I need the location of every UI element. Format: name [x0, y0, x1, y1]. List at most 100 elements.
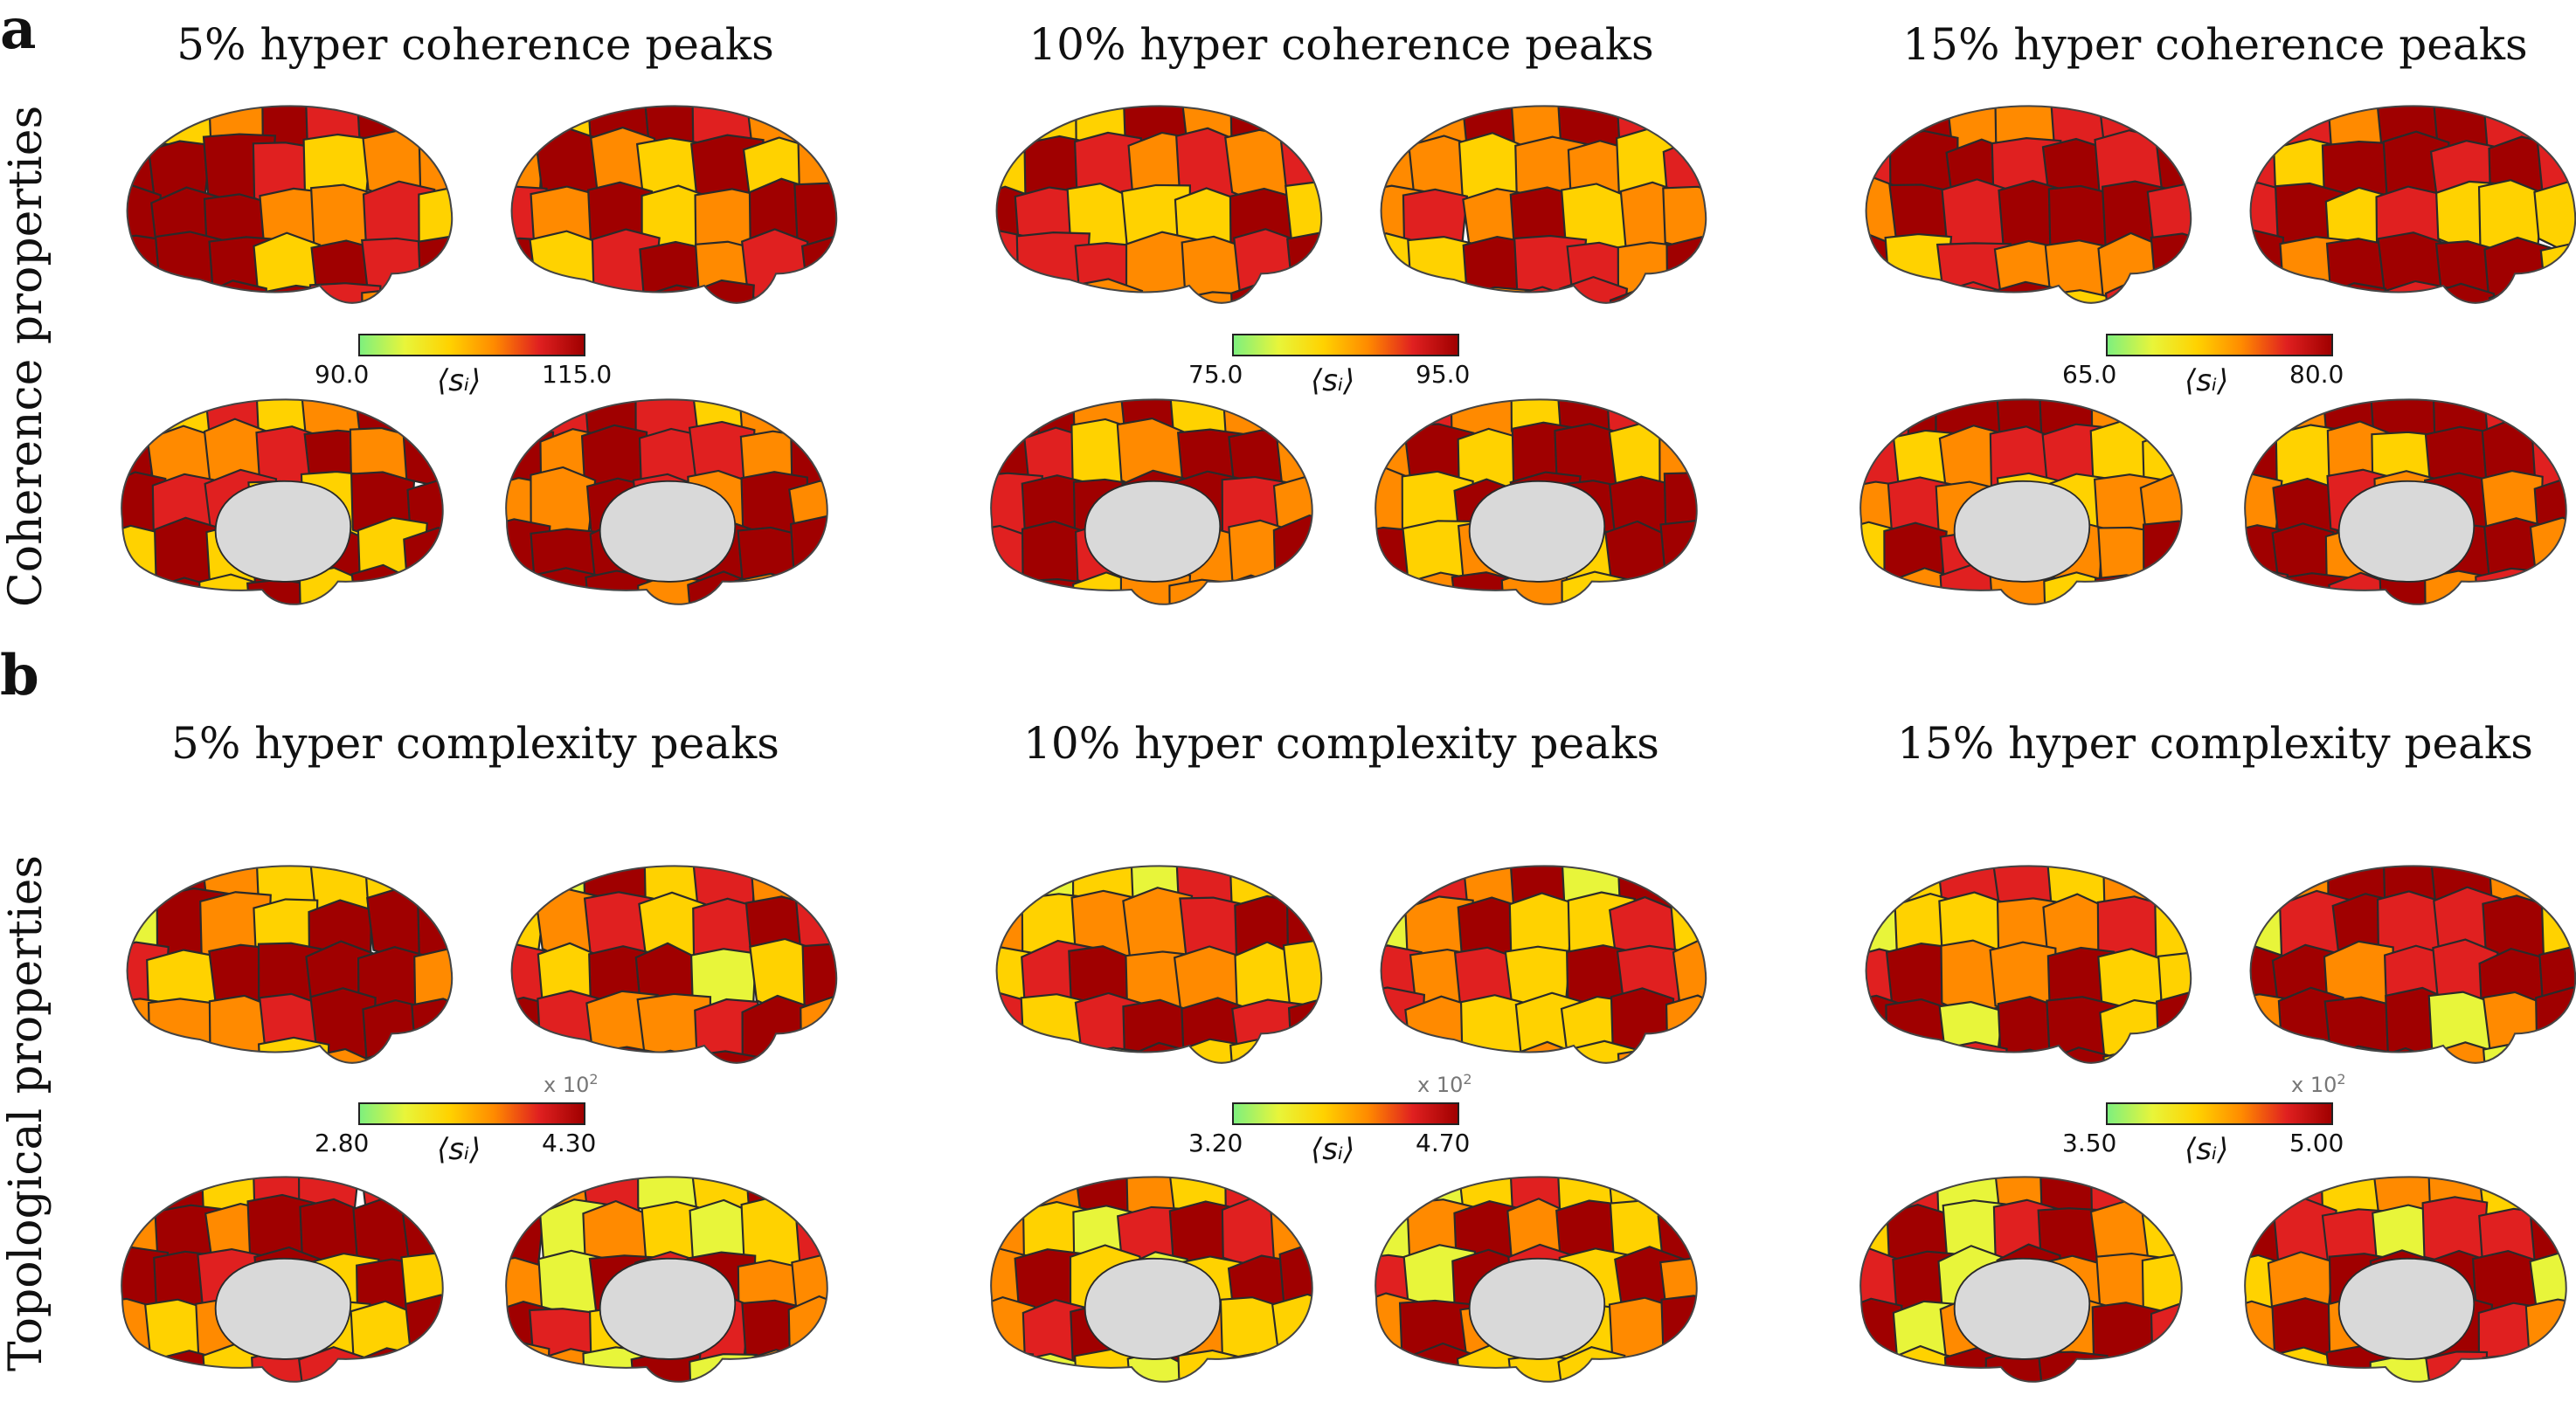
parcel: [1220, 1352, 1291, 1382]
brain-lateral-view: [2249, 865, 2576, 1064]
parcel: [1662, 185, 1707, 250]
medial-wall: [1953, 480, 2091, 583]
brain-lateral-view: [126, 865, 454, 1064]
brain-medial-view: [2244, 1176, 2567, 1383]
parcel: [1375, 1346, 1423, 1382]
parcel: [2529, 516, 2566, 590]
parcel: [2142, 520, 2182, 592]
brain-lateral-view: [1865, 105, 2192, 304]
medial-wall: [599, 1257, 737, 1360]
brain-medial-view: [990, 398, 1313, 605]
parcel: [350, 563, 416, 604]
parcel: [147, 289, 219, 303]
parcel: [991, 1350, 1035, 1382]
parcel: [1451, 1049, 1520, 1063]
parcel: [1284, 1046, 1322, 1063]
parcel: [2042, 289, 2118, 303]
medial-wall: [1084, 480, 1222, 583]
parcel: [1661, 565, 1697, 604]
parcel: [127, 866, 167, 915]
colorbar-gradient: [358, 334, 585, 356]
parcel: [2250, 286, 2287, 303]
parcel: [1458, 286, 1531, 303]
parcel: [1860, 572, 1909, 604]
colorbar-label: ⟨sᵢ⟩: [2185, 363, 2229, 398]
parcel: [2150, 286, 2192, 303]
parcel: [1381, 278, 1430, 303]
medial-wall: [1084, 1257, 1222, 1360]
row-label-coherence: Coherence properties: [0, 105, 52, 607]
parcel: [409, 1350, 443, 1382]
parcel: [1270, 1350, 1312, 1382]
parcel: [2092, 1355, 2158, 1382]
parcel: [147, 998, 213, 1063]
brain-lateral-view: [1380, 105, 1707, 304]
parcel: [258, 284, 334, 303]
colorbar-min: 3.50: [2062, 1129, 2117, 1157]
colorbar-label: ⟨sᵢ⟩: [437, 363, 481, 398]
parcel: [197, 280, 267, 303]
parcel: [402, 416, 443, 486]
parcel: [506, 399, 551, 443]
parcel: [2150, 866, 2192, 915]
parcel: [1020, 287, 1089, 303]
parcel: [991, 399, 1028, 452]
parcel: [1409, 287, 1478, 303]
colorbar-gradient: [1232, 334, 1459, 356]
parcel: [311, 1047, 379, 1063]
parcel: [787, 399, 828, 442]
parcel: [1886, 1044, 1957, 1063]
parcel: [1406, 1049, 1478, 1063]
parcel: [2154, 1042, 2192, 1063]
parcel: [689, 1050, 762, 1063]
parcel: [2427, 282, 2496, 303]
parcel: [2373, 1046, 2438, 1063]
parcel: [637, 1049, 703, 1063]
colorbar-label: ⟨sᵢ⟩: [2185, 1132, 2229, 1167]
brain-lateral-view: [1380, 865, 1707, 1064]
parcel: [1607, 576, 1674, 604]
parcel: [1272, 572, 1312, 604]
brain-medial-view: [505, 398, 828, 605]
brain-medial-view: [990, 1176, 1313, 1383]
title-a-5: 5% hyper coherence peaks: [177, 19, 774, 70]
parcel: [2155, 991, 2192, 1063]
parcel: [585, 570, 649, 604]
title-b-15: 15% hyper complexity peaks: [1897, 718, 2533, 769]
parcel: [2538, 1045, 2576, 1063]
colorbar-min: 3.20: [1188, 1129, 1243, 1157]
parcel: [1381, 106, 1416, 155]
parcel: [511, 106, 547, 162]
medial-wall: [214, 1257, 352, 1360]
medial-wall: [599, 480, 737, 583]
parcel: [2150, 232, 2192, 303]
parcel: [506, 1340, 551, 1382]
parcel: [2531, 1177, 2566, 1215]
medial-wall: [2337, 1257, 2476, 1360]
medial-wall: [1468, 480, 1606, 583]
title-b-5: 5% hyper complexity peaks: [171, 718, 779, 769]
parcel: [2380, 280, 2450, 303]
brain-medial-view: [1375, 398, 1698, 605]
parcel: [2535, 986, 2576, 1062]
title-a-10: 10% hyper coherence peaks: [1028, 19, 1654, 70]
parcel: [2277, 282, 2344, 303]
colorbar-min: 90.0: [315, 360, 370, 389]
parcel: [121, 579, 166, 604]
parcel: [1286, 231, 1322, 303]
parcel: [1287, 997, 1322, 1063]
medial-wall: [214, 480, 352, 583]
parcel: [364, 1047, 433, 1063]
parcel: [1664, 282, 1707, 303]
brain-medial-view: [505, 1176, 828, 1383]
colorbar-min: 65.0: [2062, 360, 2117, 389]
parcel: [1665, 236, 1707, 303]
parcel: [506, 573, 548, 604]
colorbar-b-5: x 102 2.80 ⟨sᵢ⟩ 4.30: [315, 1071, 682, 1181]
parcel: [2482, 1353, 2545, 1382]
colorbar-min: 75.0: [1188, 360, 1243, 389]
parcel: [996, 1045, 1028, 1063]
parcel: [2526, 1345, 2566, 1382]
colorbar-max: 4.30: [542, 1129, 597, 1157]
parcel: [408, 1177, 443, 1225]
